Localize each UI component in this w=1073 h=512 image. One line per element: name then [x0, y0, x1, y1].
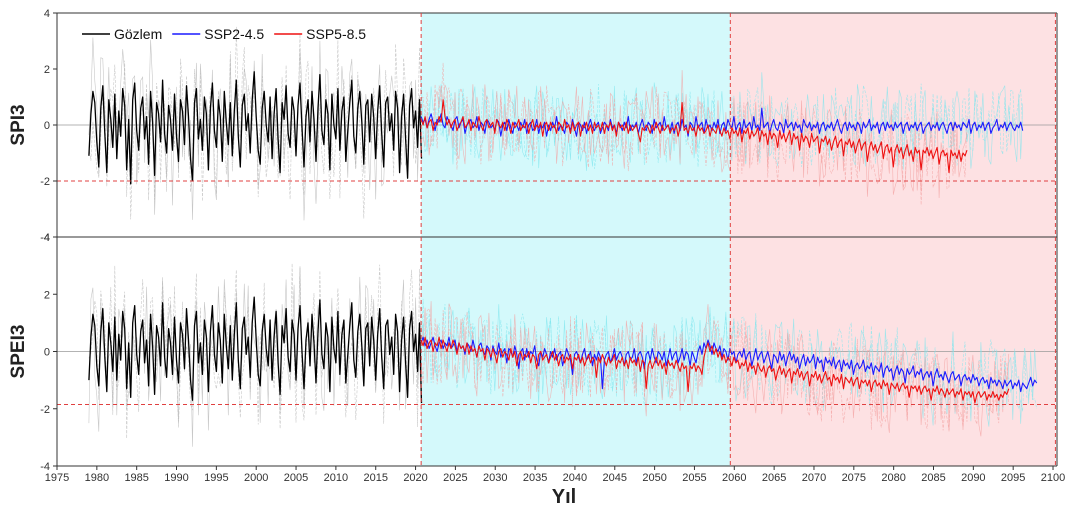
x-tick-label: 2030 — [483, 472, 507, 484]
x-tick-label: 2000 — [244, 472, 268, 484]
x-tick-label: 2100 — [1041, 472, 1065, 484]
x-tick-label: 2005 — [284, 472, 308, 484]
ensemble-spread-obs — [88, 266, 422, 447]
series-line-ssp585 — [420, 336, 1010, 404]
ensemble-spread-obs — [88, 37, 422, 221]
series-line-ssp245 — [420, 336, 1038, 393]
x-tick-label: 2085 — [921, 472, 945, 484]
x-tick-label: 2070 — [802, 472, 826, 484]
x-tick-label: 2035 — [523, 472, 547, 484]
x-tick-label: 1985 — [124, 472, 148, 484]
legend: Gözlem SSP2-4.5 SSP5-8.5 — [82, 26, 366, 42]
y-tick-label: -2 — [40, 404, 50, 416]
ensemble-spread-ssp585 — [420, 301, 1010, 437]
series-line-ssp585 — [420, 99, 968, 174]
x-tick-label: 2045 — [603, 472, 627, 484]
ensemble-spread-ssp245 — [420, 298, 1037, 414]
x-tick-label: 2010 — [324, 472, 348, 484]
series-line-ssp245 — [420, 107, 1024, 137]
y-axis-label-spei3: SPEI3 — [8, 325, 29, 379]
y-tick-label: 0 — [44, 120, 50, 132]
y-tick-label: 4 — [44, 232, 50, 244]
y-tick-label: 2 — [44, 64, 50, 76]
ensemble-spread-ssp585 — [420, 70, 968, 199]
legend-entry: SSP5-8.5 — [306, 26, 366, 42]
panel-spi3: -4 -2 0 2 4 SPI3 — [8, 8, 1058, 244]
y-axis-label-spi3: SPI3 — [8, 104, 29, 145]
x-tick-label: 2055 — [682, 472, 706, 484]
legend-entry: SSP2-4.5 — [204, 26, 264, 42]
x-tick-label: 1975 — [45, 472, 69, 484]
y-tick-label: -4 — [40, 461, 50, 473]
x-tick-label: 1980 — [85, 472, 109, 484]
ensemble-spread-ssp585 — [420, 62, 968, 205]
legend-entry: Gözlem — [114, 26, 162, 42]
ensemble-spread-obs — [88, 263, 422, 439]
x-tick-label: 2065 — [762, 472, 786, 484]
series-line-obs — [88, 71, 423, 185]
x-tick-label: 2075 — [842, 472, 866, 484]
panel-spei3: -4 -2 0 2 4 SPEI3 — [8, 232, 1058, 473]
x-tick-label: 2025 — [443, 472, 467, 484]
x-tick-label: 2020 — [403, 472, 427, 484]
x-tick-label: 2015 — [363, 472, 387, 484]
y-tick-label: 0 — [44, 347, 50, 359]
y-tick-label: -4 — [40, 232, 50, 244]
x-tick-label: 1990 — [164, 472, 188, 484]
x-tick-label: 2050 — [642, 472, 666, 484]
x-tick-label: 2090 — [961, 472, 985, 484]
series-line-obs — [88, 296, 423, 404]
x-tick-label: 2080 — [881, 472, 905, 484]
x-axis: 1975 1980 1985 1990 1995 2000 2005 2010 2015 2020… — [45, 465, 1065, 484]
panels-layer: -4 -2 0 2 4 SPI3 -4 -2 0 2 4 SPEI3 — [8, 8, 1058, 473]
x-axis-label: Yıl — [552, 486, 576, 508]
x-tick-label: 2040 — [563, 472, 587, 484]
x-tick-label: 1995 — [204, 472, 228, 484]
y-tick-label: -2 — [40, 176, 50, 188]
y-tick-label: 2 — [44, 289, 50, 301]
ensemble-spread-ssp245 — [420, 83, 1023, 169]
y-tick-label: 4 — [44, 8, 50, 20]
x-tick-label: 2095 — [1001, 472, 1025, 484]
x-tick-label: 2060 — [722, 472, 746, 484]
